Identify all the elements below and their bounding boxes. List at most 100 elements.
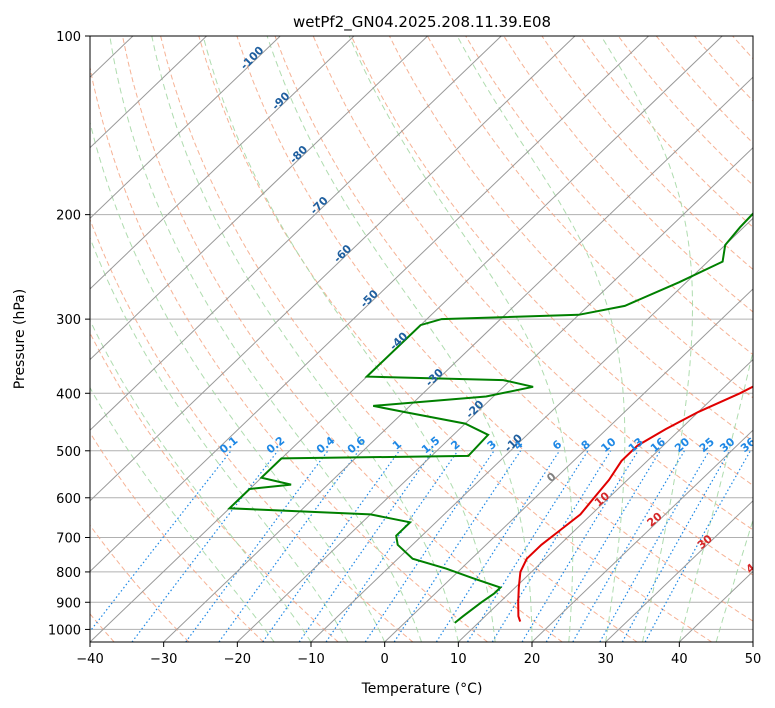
dry-adiabat [90,65,488,642]
dry-adiabat [160,36,638,642]
moist-adiabat [266,36,533,642]
moist-adiabat-label: 10 [592,489,612,509]
isotherm [457,358,753,642]
isotherm [310,217,753,642]
mixing-ratio-line [521,450,639,642]
y-tick-label: 1000 [48,623,81,638]
moist-adiabat [752,640,753,642]
dry-adiabat [732,36,753,60]
dry-adiabat [350,36,753,486]
dry-adiabat [90,431,264,642]
isotherm [236,147,753,642]
moist-adiabat [109,36,422,642]
y-tick-label: 800 [56,566,81,581]
mixing-ratio-label: 10 [598,435,618,455]
mixing-ratio-label: 36 [738,435,758,455]
isotherm [90,36,428,361]
dry-adiabat [655,36,753,144]
isotherm [384,288,753,642]
mixing-ratio-label: 25 [697,435,717,455]
mixing-ratio-line [435,450,560,642]
x-tick-label: −30 [150,652,177,667]
dry-adiabat [617,36,753,186]
dry-adiabat [90,524,190,642]
moist-adiabat [90,236,349,642]
x-tick-label: 30 [597,652,614,667]
mixing-ratio-line [185,450,329,642]
isotherm [531,429,753,642]
dry-adiabat [771,36,775,642]
mixing-ratio-label: 13 [626,435,646,455]
isotherm [678,570,753,642]
dry-adiabat [503,36,753,313]
mixing-ratio-line [621,450,731,642]
x-tick-label: 0 [381,652,389,667]
isotherm [752,641,753,642]
moist-adiabat [456,36,626,642]
y-tick-label: 600 [56,492,81,507]
mixing-ratio-line [325,450,459,642]
moist-adiabat [348,36,574,642]
y-tick-label: 300 [56,313,81,328]
isotherm [90,36,649,573]
dry-adiabat [274,36,753,576]
dry-adiabat [541,36,753,271]
moist-adiabat-label: 20 [645,510,665,530]
moist-adiabat [151,36,459,642]
dry-adiabat-label: -30 [423,366,446,389]
mixing-ratio-line [466,450,589,642]
dry-adiabat [579,36,753,228]
mixing-ratio-line [364,450,495,642]
moist-adiabat [715,518,753,642]
y-tick-label: 100 [56,30,81,45]
dry-adiabat [90,331,339,642]
isotherm [90,36,502,431]
dry-adiabat-label: -60 [331,242,354,265]
x-tick-label: 10 [450,652,467,667]
y-tick-label: 900 [56,596,81,611]
grid-layer [0,36,775,642]
plot-frame [89,35,754,643]
dry-adiabat-label: -50 [358,287,381,310]
dry-adiabat [465,36,753,356]
mixing-ratio-label: 0.6 [345,434,369,457]
mixing-ratio-line [90,450,232,633]
x-tick-label: 40 [671,652,688,667]
mixing-ratio-line [393,450,522,642]
dry-adiabat [312,36,753,531]
dry-adiabat [388,36,753,442]
tick-layer: −40 −30 −20 −10 0 10 20 30 40 50 100 200 300 400 500 60… [48,30,761,667]
x-tick-label: −20 [224,652,251,667]
dry-adiabat-label: -100 [238,44,267,73]
mixing-ratio-line [131,450,279,642]
dry-adiabat [122,36,563,642]
isotherm [605,500,753,642]
y-tick-label: 200 [56,209,81,224]
x-tick-label: −10 [297,652,324,667]
series-layer [227,212,753,624]
moist-adiabat [600,36,693,642]
moist-adiabat [678,348,753,642]
x-axis-label: Temperature (°C) [361,681,483,697]
dry-adiabat-label: -90 [269,89,292,112]
mixing-ratio-label: 30 [717,435,737,455]
isotherm [90,36,355,290]
mixing-ratio-line [262,450,400,642]
isopleth-label-layer: 0.1 0.2 0.4 0.6 1 1.5 2 3 4 6 8 10 13 16 20 25 30 36-100-… [217,44,764,576]
isotherm [0,36,59,642]
x-tick-label: 50 [745,652,762,667]
y-tick-label: 700 [56,532,81,547]
dry-adiabat [90,217,414,642]
dry-adiabat [236,36,753,622]
mixing-ratio-label: 0.2 [264,434,287,456]
dry-adiabat-label: -20 [463,398,486,421]
y-axis-label: Pressure (hPa) [12,289,28,389]
moist-adiabat-label: 40 [744,556,764,576]
chart-title: wetPf2_GN04.2025.208.11.39.E08 [293,13,551,32]
moist-adiabat [90,319,312,642]
sounding-line [517,385,753,622]
isotherm [90,36,281,220]
moist-adiabat [90,120,386,642]
isotherm [163,76,753,642]
